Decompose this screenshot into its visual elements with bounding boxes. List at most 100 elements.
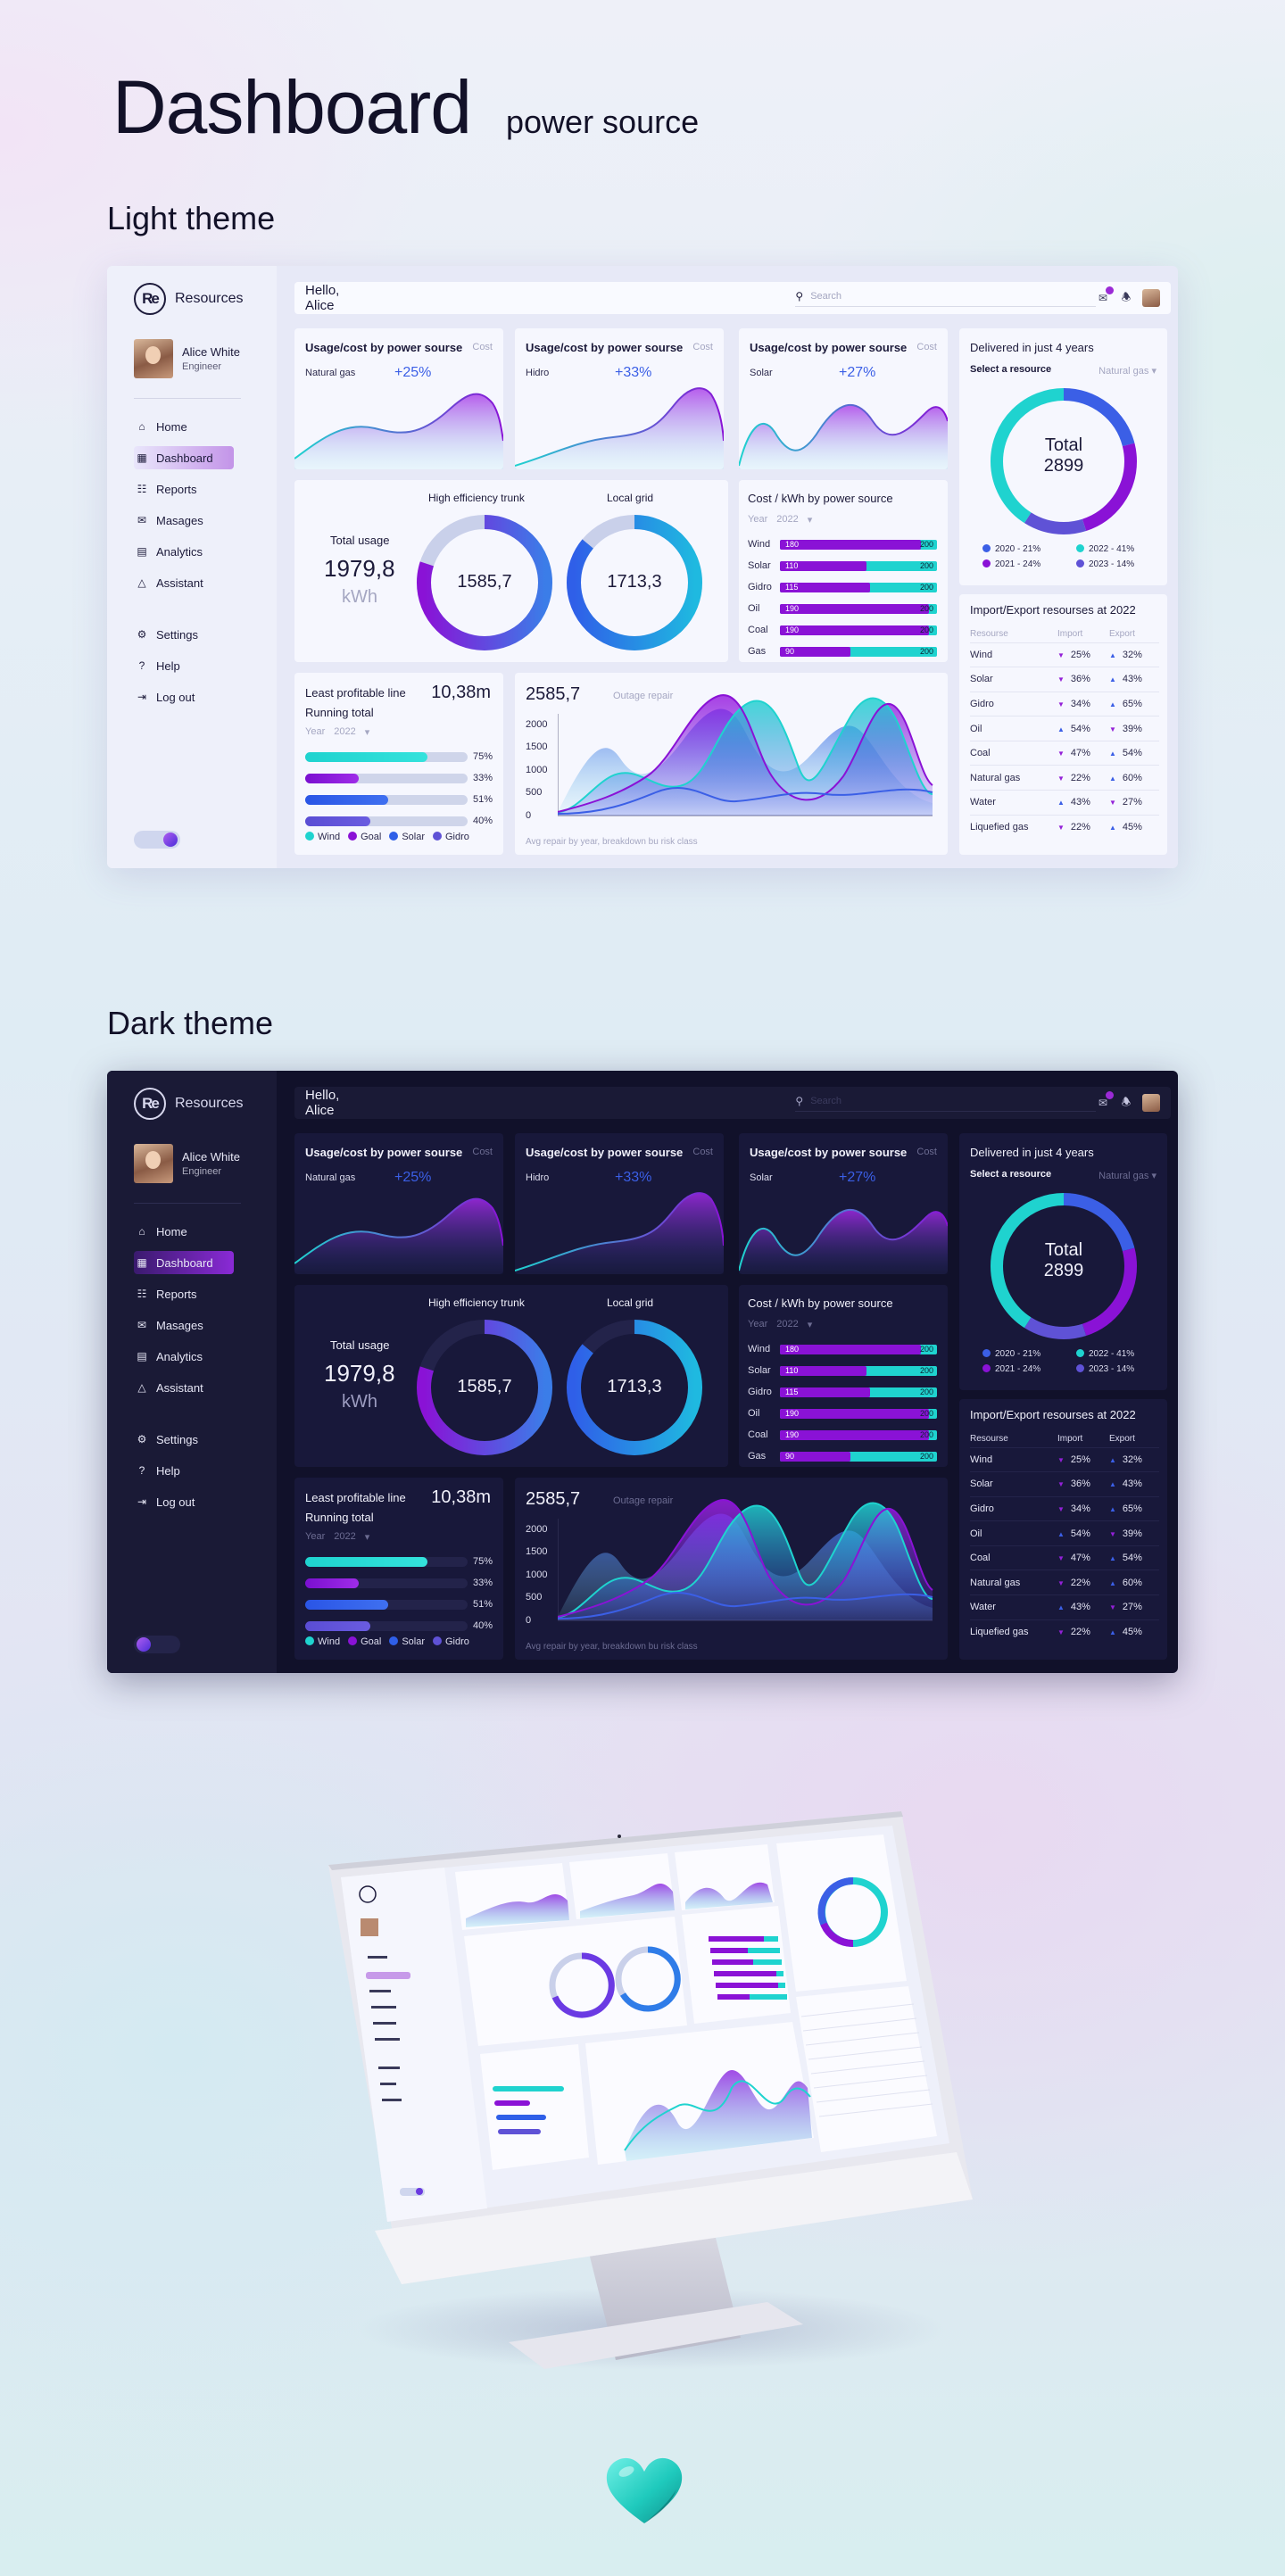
nav-item-assistant[interactable]: △ Assistant: [134, 571, 234, 594]
arrow-down-icon: ▼: [1057, 700, 1065, 708]
nav-item-dashboard[interactable]: ▦ Dashboard: [134, 1251, 234, 1274]
user-profile[interactable]: Alice White Engineer: [134, 339, 277, 378]
table-row[interactable]: Solar ▼ 36% ▲ 43%: [970, 667, 1159, 692]
search-input[interactable]: ⚲ Search: [795, 1095, 1096, 1112]
nav-item-reports[interactable]: ☷ Reports: [134, 477, 234, 501]
theme-toggle[interactable]: [134, 831, 180, 849]
messages-icon[interactable]: ✉: [1096, 1091, 1114, 1110]
legend-item: 2022 - 41%: [1076, 544, 1170, 554]
messages-icon[interactable]: ✉: [1096, 286, 1114, 305]
nav-item-log-out[interactable]: ⇥ Log out: [134, 685, 234, 708]
usage-card-hidro[interactable]: Usage/cost by power sourse Cost Hidro +33%: [515, 328, 724, 469]
nav-item-masages[interactable]: ✉ Masages: [134, 1313, 234, 1337]
table-row[interactable]: Water ▲ 43% ▼ 27%: [970, 790, 1159, 816]
table-row[interactable]: Coal ▼ 47% ▲ 54%: [970, 1545, 1159, 1570]
cost-toggle[interactable]: Cost: [916, 342, 937, 352]
arrow-up-icon: ▲: [1109, 650, 1116, 659]
logo-text: Resources: [175, 1096, 244, 1111]
cost-toggle[interactable]: Cost: [472, 342, 493, 352]
nav-item-home[interactable]: ⌂ Home: [134, 415, 234, 438]
cost-row-wind: Wind 180 200: [748, 1338, 939, 1360]
y-tick: 1000: [526, 765, 548, 775]
nav-item-reports[interactable]: ☷ Reports: [134, 1282, 234, 1305]
legend-label: Wind: [318, 832, 341, 842]
table-row[interactable]: Liquefied gas ▼ 22% ▲ 45%: [970, 1619, 1159, 1644]
table-row[interactable]: Oil ▲ 54% ▼ 39%: [970, 716, 1159, 741]
nav-item-assistant[interactable]: △ Assistant: [134, 1376, 234, 1399]
nav-item-analytics[interactable]: ▤ Analytics: [134, 1345, 234, 1368]
table-row[interactable]: Gidro ▼ 34% ▲ 65%: [970, 1495, 1159, 1521]
nav-label: Masages: [156, 513, 203, 527]
col-resource: Resourse: [970, 629, 1008, 640]
usage-card-natural-gas[interactable]: Usage/cost by power sourse Cost Natural ga…: [294, 1133, 503, 1274]
avatar-small[interactable]: [1142, 289, 1160, 307]
theme-toggle[interactable]: [134, 1636, 180, 1653]
cost-toggle[interactable]: Cost: [692, 1147, 713, 1157]
export-value: 27%: [1122, 1602, 1142, 1613]
table-row[interactable]: Natural gas ▼ 22% ▲ 60%: [970, 1570, 1159, 1595]
search-input[interactable]: ⚲ Search: [795, 290, 1096, 307]
table-row[interactable]: Water ▲ 43% ▼ 27%: [970, 1594, 1159, 1620]
donut-segment: [991, 388, 1137, 534]
y-tick: 1000: [526, 1570, 548, 1580]
cost-toggle[interactable]: Cost: [692, 342, 713, 352]
profit-bar-value: 40%: [473, 1620, 493, 1631]
bell-icon[interactable]: 🕭: [1121, 290, 1132, 303]
nav-item-settings[interactable]: ⚙ Settings: [134, 1428, 234, 1451]
search-placeholder: Search: [810, 290, 842, 302]
table-row[interactable]: Oil ▲ 54% ▼ 39%: [970, 1520, 1159, 1546]
year-select[interactable]: Year 2022 ▾: [748, 1319, 812, 1330]
cost-bar-max: 200: [919, 539, 933, 549]
table-row[interactable]: Liquefied gas ▼ 22% ▲ 45%: [970, 814, 1159, 840]
table-row[interactable]: Wind ▼ 25% ▲ 32%: [970, 642, 1159, 667]
cost-toggle[interactable]: Cost: [916, 1147, 937, 1157]
usage-card-title: Usage/cost by power sourse: [526, 1146, 684, 1159]
resource-select[interactable]: Natural gas ▾: [1098, 1170, 1156, 1181]
table-row[interactable]: Gidro ▼ 34% ▲ 65%: [970, 691, 1159, 716]
outage-area-chart: [558, 1499, 933, 1621]
nav-item-analytics[interactable]: ▤ Analytics: [134, 540, 234, 563]
legend-dot: [1076, 1349, 1084, 1357]
nav-item-help[interactable]: ? Help: [134, 1459, 234, 1482]
nav-item-home[interactable]: ⌂ Home: [134, 1220, 234, 1243]
cost-bar-track: 90 200: [780, 1451, 937, 1462]
usage-card-hidro[interactable]: Usage/cost by power sourse Cost Hidro +33%: [515, 1133, 724, 1274]
logo[interactable]: Re Resources: [134, 1087, 277, 1121]
legend-label: 2021 - 24%: [995, 1364, 1041, 1374]
nav-label: Dashboard: [156, 451, 213, 465]
year-select[interactable]: Year 2022 ▾: [305, 1531, 369, 1543]
nav-item-dashboard[interactable]: ▦ Dashboard: [134, 446, 234, 469]
table-row[interactable]: Wind ▼ 25% ▲ 32%: [970, 1446, 1159, 1472]
user-profile[interactable]: Alice White Engineer: [134, 1144, 277, 1183]
export-value: 60%: [1122, 772, 1142, 783]
cost-toggle[interactable]: Cost: [472, 1147, 493, 1157]
cost-row-gas: Gas 90 200: [748, 1445, 939, 1467]
resource-name: Solar: [970, 667, 1057, 692]
table-row[interactable]: Coal ▼ 47% ▲ 54%: [970, 740, 1159, 766]
legend-label: 2021 - 24%: [995, 559, 1041, 569]
arrow-up-icon: ▲: [1057, 799, 1065, 808]
usage-card-title: Usage/cost by power sourse: [305, 1146, 463, 1159]
logo[interactable]: Re Resources: [134, 282, 277, 316]
page-subtitle: power source: [506, 104, 700, 140]
bell-icon[interactable]: 🕭: [1121, 1095, 1132, 1108]
nav-item-masages[interactable]: ✉ Masages: [134, 509, 234, 532]
table-row[interactable]: Natural gas ▼ 22% ▲ 60%: [970, 765, 1159, 791]
cost-bar-fill: 90: [780, 646, 851, 657]
nav-item-log-out[interactable]: ⇥ Log out: [134, 1490, 234, 1513]
avatar-small[interactable]: [1142, 1094, 1160, 1112]
export-value: 32%: [1122, 1454, 1142, 1465]
nav-item-help[interactable]: ? Help: [134, 654, 234, 677]
nav-item-settings[interactable]: ⚙ Settings: [134, 623, 234, 646]
y-tick: 0: [526, 810, 532, 821]
usage-card-solar[interactable]: Usage/cost by power sourse Cost Solar +27%: [739, 1133, 948, 1274]
arrow-up-icon: ▲: [1057, 1603, 1065, 1612]
table-row[interactable]: Solar ▼ 36% ▲ 43%: [970, 1471, 1159, 1497]
year-select[interactable]: Year 2022 ▾: [748, 514, 812, 526]
resource-select[interactable]: Natural gas ▾: [1098, 365, 1156, 377]
usage-card-natural-gas[interactable]: Usage/cost by power sourse Cost Natural ga…: [294, 328, 503, 469]
usage-card-solar[interactable]: Usage/cost by power sourse Cost Solar +27%: [739, 328, 948, 469]
export-value: 32%: [1122, 649, 1142, 660]
cost-bar-fill: 90: [780, 1451, 851, 1462]
year-select[interactable]: Year 2022 ▾: [305, 726, 369, 738]
